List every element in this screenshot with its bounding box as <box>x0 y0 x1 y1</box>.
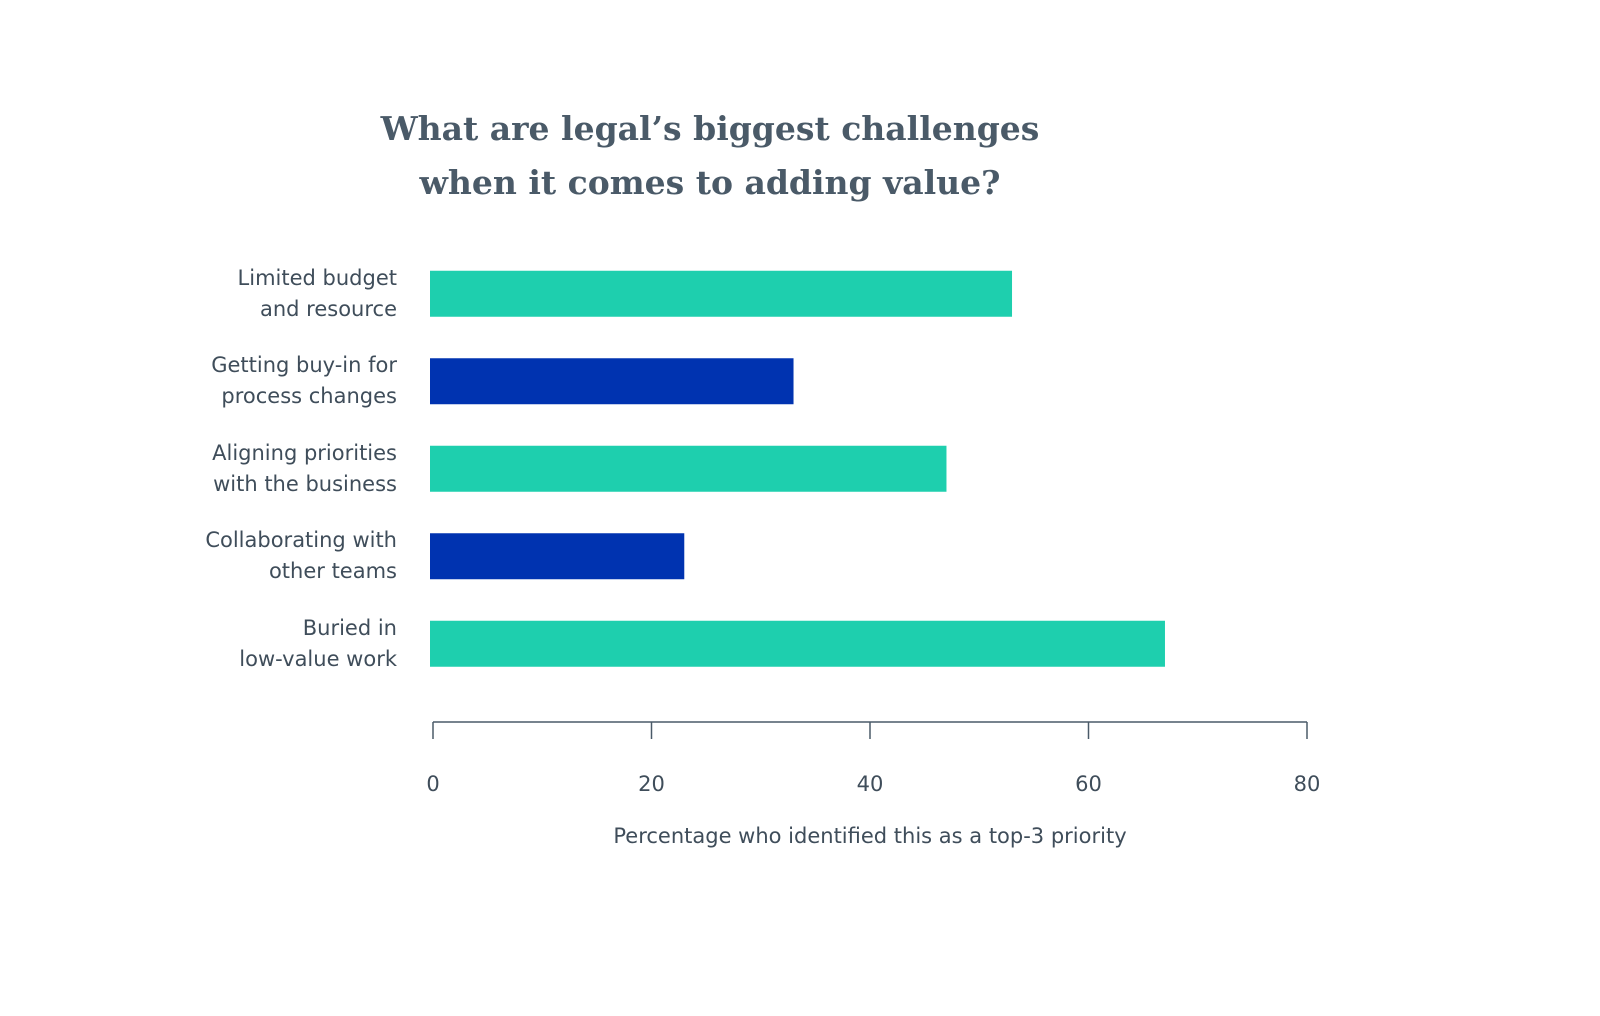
y-tick-label: Buried in low-value work <box>239 615 397 671</box>
bar <box>430 358 794 405</box>
x-tick-label: 60 <box>1075 772 1102 796</box>
x-axis-label: Percentage who identified this as a top-… <box>613 824 1127 848</box>
x-tick-label: 80 <box>1293 772 1321 796</box>
y-tick-label: Getting buy-in for process changes <box>211 353 397 409</box>
x-tick-label: 0 <box>426 772 440 796</box>
x-tick-label: 20 <box>638 772 665 796</box>
bar <box>430 620 1165 667</box>
chart-title: What are legal’s biggest challenges when… <box>380 109 1040 202</box>
bar <box>430 445 947 492</box>
x-tick-label: 40 <box>856 772 884 796</box>
bar <box>430 533 685 580</box>
bar <box>430 270 1013 317</box>
y-tick-label: Collaborating with other teams <box>205 528 397 584</box>
y-tick-label: Limited budget and resource <box>237 265 397 321</box>
y-tick-label: Aligning priorities with the business <box>212 440 397 496</box>
